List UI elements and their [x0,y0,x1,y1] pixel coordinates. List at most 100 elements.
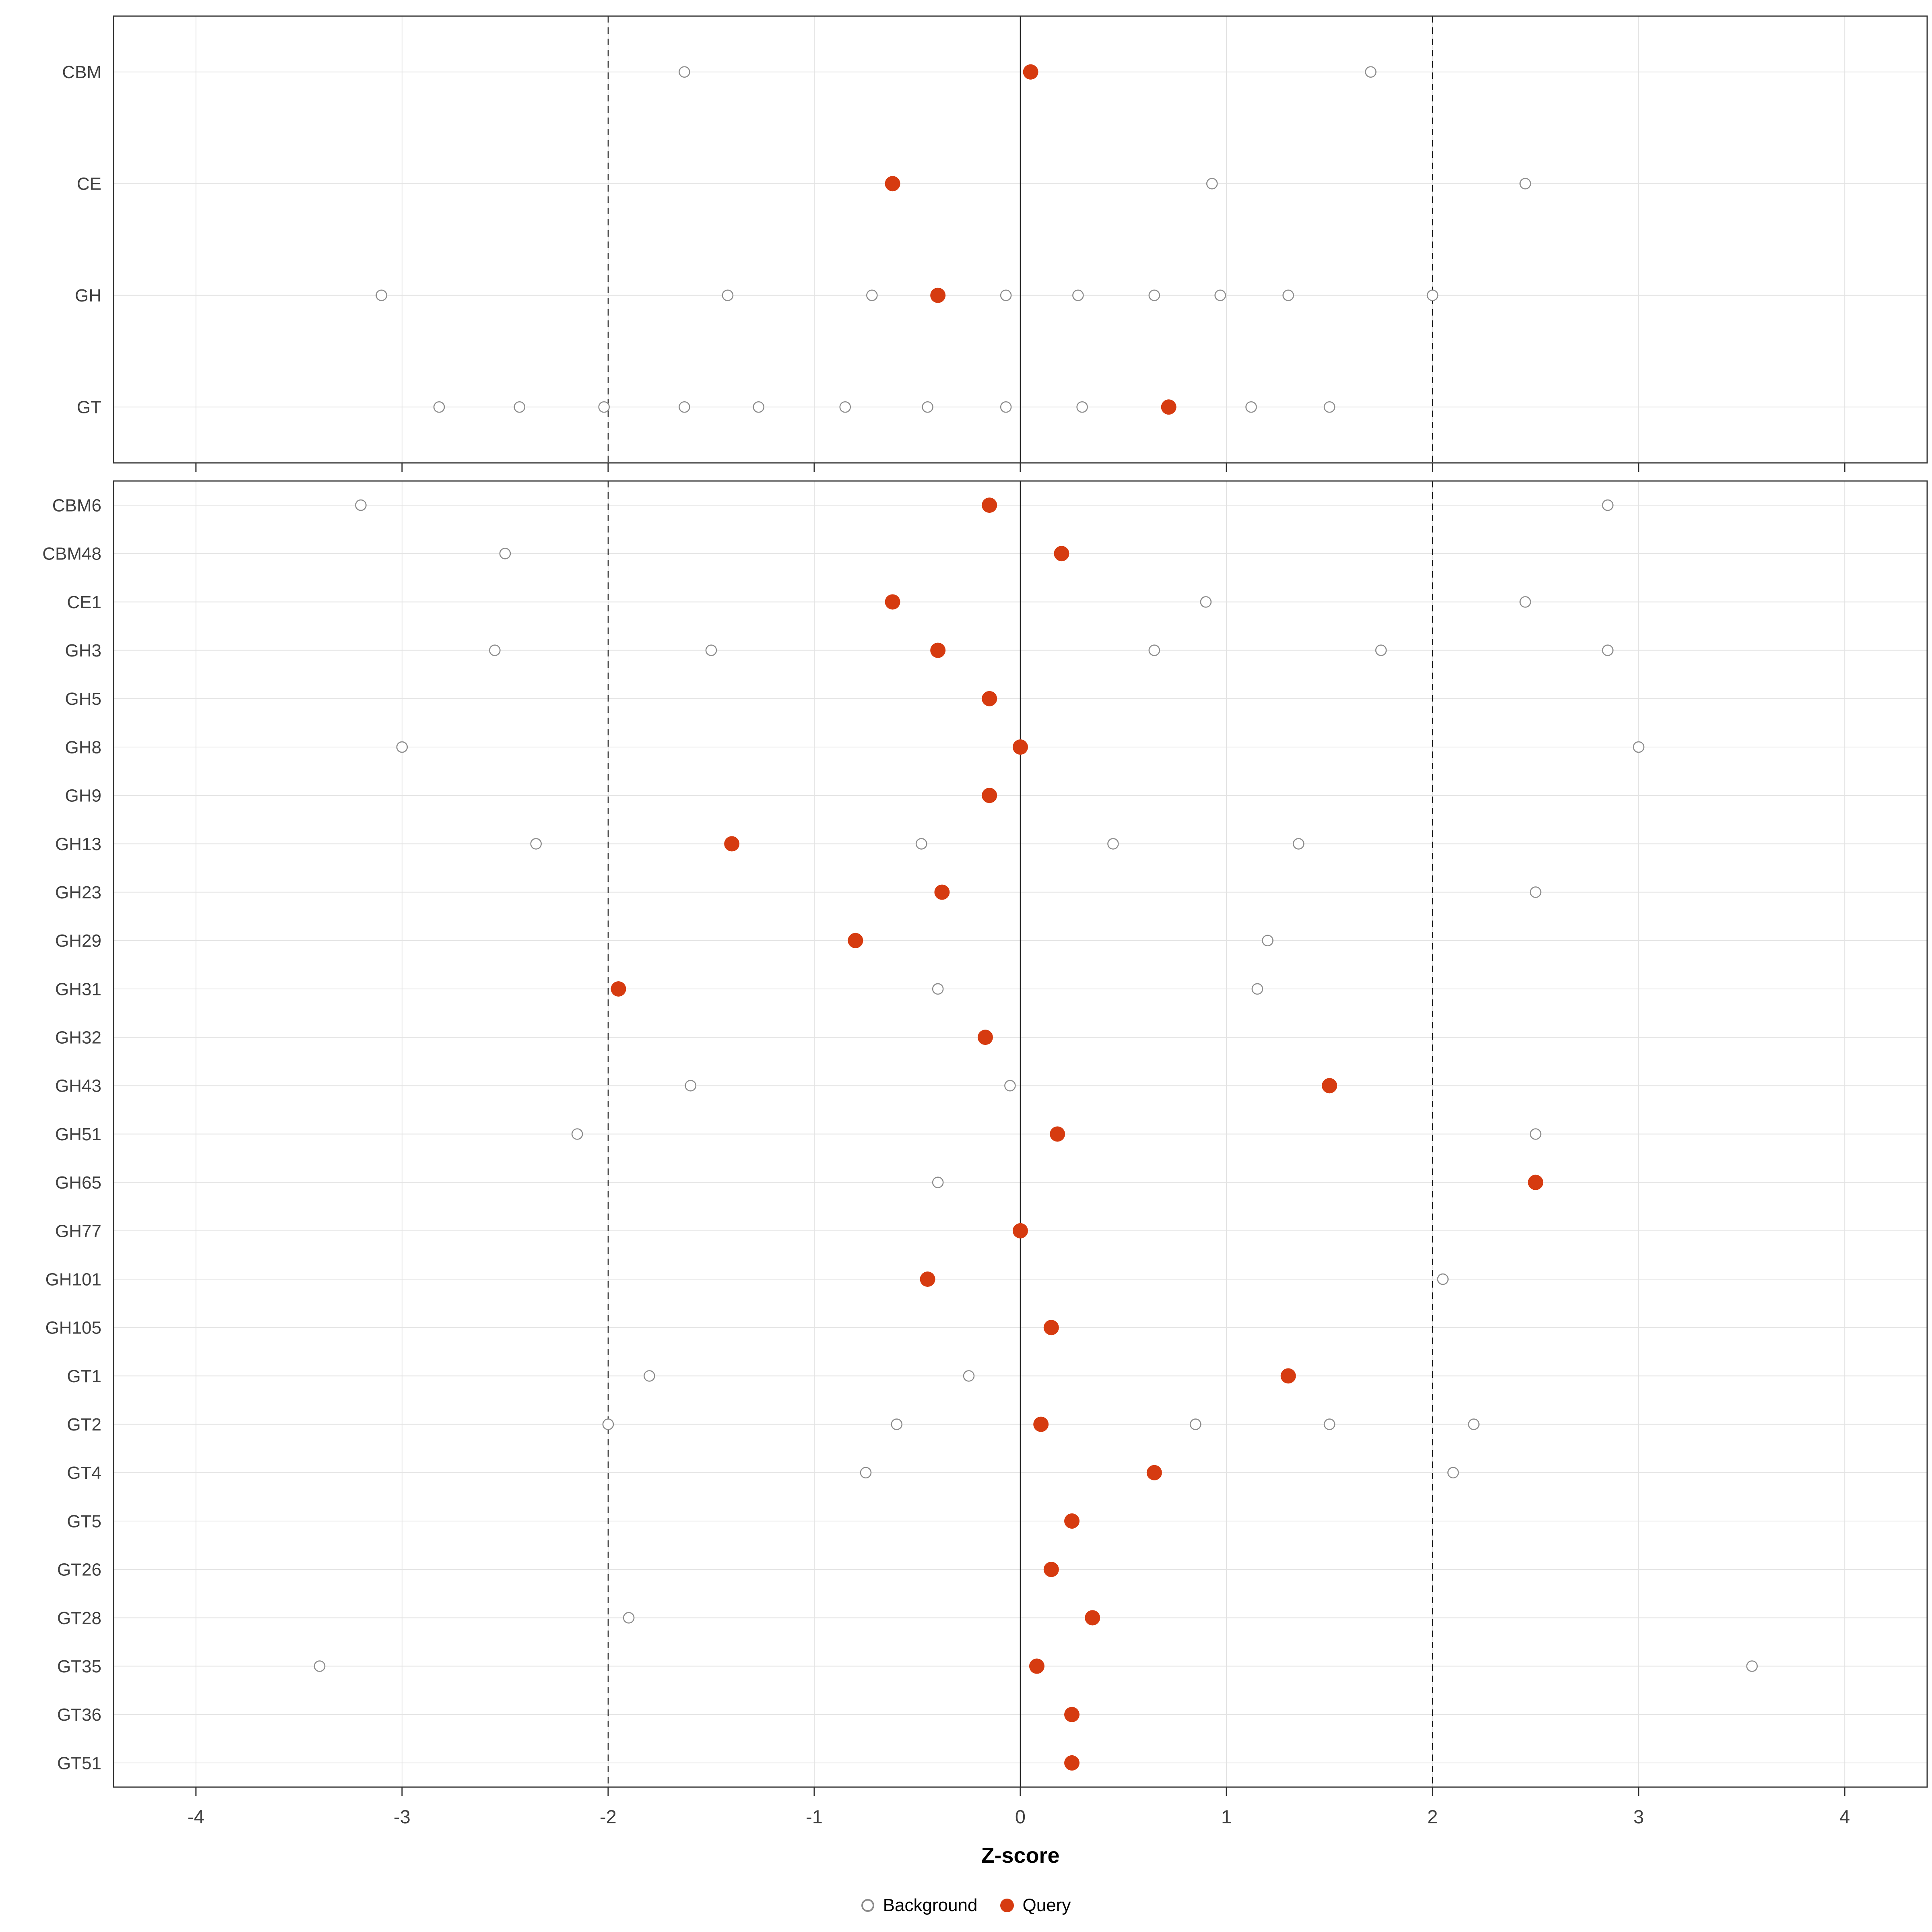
background-point [1468,1418,1480,1430]
y-axis-label: GH51 [55,1125,101,1144]
background-point [1375,644,1387,656]
background-point [866,289,878,301]
y-axis-label: CBM6 [52,495,101,515]
background-point [314,1660,326,1672]
y-axis-label: GT35 [57,1657,101,1676]
x-tick-label: -4 [188,1806,204,1827]
legend-item-query: Query [1000,1895,1071,1915]
y-axis-label: GH105 [45,1318,101,1338]
query-point [1013,739,1028,755]
background-point [679,401,690,413]
y-axis-label: GH65 [55,1173,101,1193]
query-point [982,788,997,803]
query-point [1023,64,1038,80]
panel-border [113,480,1928,1788]
query-point [934,884,950,900]
background-point [1072,289,1084,301]
query-point [724,836,740,852]
background-point [922,401,933,413]
x-tick-label: 4 [1839,1806,1850,1827]
y-axis-label: CE [77,174,101,194]
y-axis-label: CE1 [67,592,101,612]
x-tick-label: 3 [1633,1806,1644,1827]
background-point [623,1612,635,1624]
background-point [396,741,408,753]
y-axis-label: GH32 [55,1028,101,1048]
background-point [1251,983,1263,995]
background-point [705,644,717,656]
background-point [963,1370,975,1382]
background-point [489,644,501,656]
background-point [1323,1418,1335,1430]
y-axis-label: GT26 [57,1560,101,1580]
background-point [1426,289,1439,301]
x-tick-label: 0 [1015,1806,1026,1827]
background-point [1282,289,1294,301]
y-axis-label: GH77 [55,1221,101,1241]
background-point [915,838,927,850]
background-point [753,401,765,413]
background-point [1447,1467,1459,1479]
background-point [355,499,367,511]
background-point [1530,1128,1542,1140]
panel-border [113,15,1928,464]
y-axis-label: CBM48 [42,544,101,564]
background-point [1189,1418,1201,1430]
background-point [1000,401,1012,413]
background-point [571,1128,583,1140]
background-point [1107,838,1119,850]
background-point [598,401,610,413]
y-axis-label: GT28 [57,1608,101,1628]
background-point [679,66,690,78]
background-point [860,1467,872,1479]
query-point [1054,546,1069,561]
query-point-icon [1000,1899,1014,1912]
family-panel: CBM6 CBM48 CE1 GH3 GH5 GH8 GH9 GH13 GH23 GH29 GH31… [42,480,1928,1796]
y-axis-label: GH [75,286,101,305]
zscore-dot-plot: CBM CE GH GT CBM6 CBM48 CE1 GH3 GH5 GH8 GH9 GH13 GH2… [42,15,1928,1868]
background-point [891,1418,903,1430]
y-axis-label: GT4 [67,1463,101,1483]
query-point [1043,1562,1059,1577]
background-point [499,547,511,559]
query-point [1146,1465,1162,1480]
query-point [1033,1416,1049,1432]
query-point [977,1030,993,1045]
background-point [1148,289,1160,301]
query-point [885,594,900,610]
background-point [1633,741,1645,753]
y-axis-label: GH9 [65,786,101,806]
y-axis-label: GH31 [55,979,101,999]
background-point [932,1177,944,1188]
y-axis-label: GH23 [55,883,101,902]
query-point [1064,1755,1080,1771]
background-point [376,289,387,301]
query-point [982,497,997,513]
x-tick-label: -1 [806,1806,823,1827]
background-point [1519,596,1531,608]
background-point [514,401,526,413]
x-axis-title: Z-score [981,1843,1059,1868]
background-point [1437,1273,1449,1285]
background-point [1323,401,1335,413]
y-axis-label: GT51 [57,1753,101,1773]
background-point [1530,886,1542,898]
y-axis-label: GH29 [55,931,101,951]
query-point [1029,1658,1044,1674]
query-point [1161,399,1177,415]
background-point [644,1370,655,1382]
background-point [1602,644,1614,656]
family-class-panel: CBM CE GH GT [62,15,1928,472]
query-point [1280,1368,1296,1384]
x-tick-label: -3 [394,1806,411,1827]
query-point [930,287,946,303]
background-point [1000,289,1012,301]
x-tick-label: -2 [600,1806,617,1827]
query-point [1064,1513,1080,1529]
query-point [1528,1174,1544,1190]
y-axis-label: GH43 [55,1076,101,1096]
query-point [1050,1126,1065,1142]
y-axis-label: GT36 [57,1705,101,1725]
y-axis-label: GT5 [67,1511,101,1531]
